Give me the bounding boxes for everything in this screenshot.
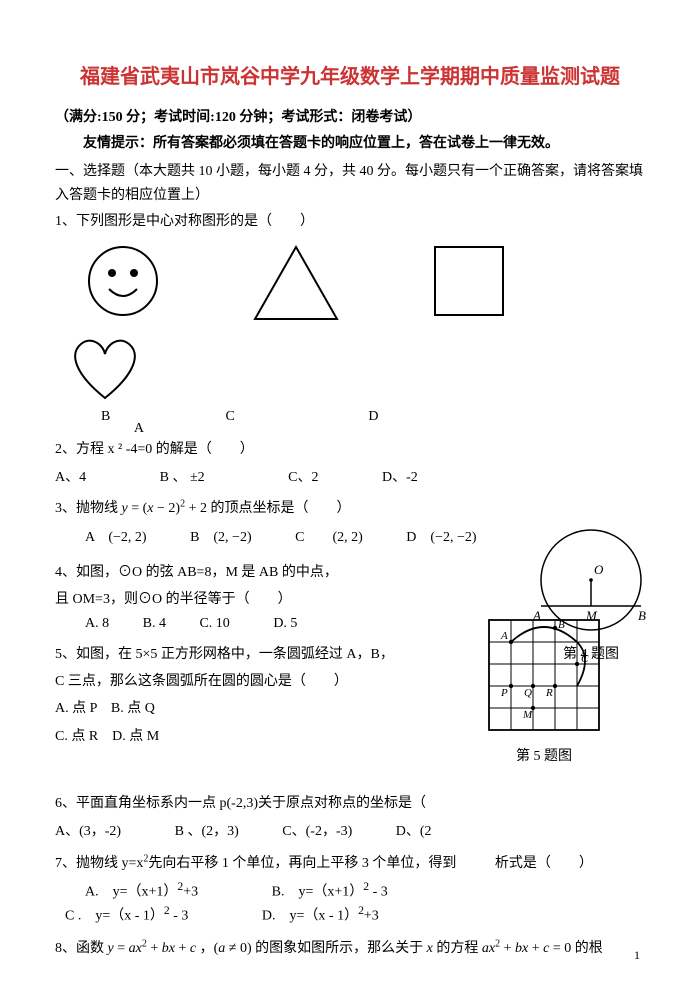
q4-opt-c: C. 10 xyxy=(199,616,229,632)
q3-stem: 3、抛物线 y = (x − 2)2 + 2 的顶点坐标是（ ） xyxy=(55,496,645,522)
q7-opt-d: D. y=（x - 1）2+3 xyxy=(262,904,379,925)
q6-stem: 6、平面直角坐标系内一点 p(-2,3)关于原点对称点的坐标是（ xyxy=(55,791,645,816)
q3-opt-c: C (2, 2) xyxy=(295,526,363,546)
svg-text:A: A xyxy=(500,630,508,642)
q4-line1: 4、如图，⊙O 的弦 AB=8，M 是 AB 的中点， xyxy=(55,560,495,585)
section-1-heading: 一、选择题（本大题共 10 小题，每小题 4 分，共 40 分。每小题只有一个正… xyxy=(55,160,645,208)
q1-shape-square xyxy=(431,243,507,324)
q7-options-row2: C . y=（x - 1）2 - 3 D. y=（x - 1）2+3 xyxy=(55,904,645,925)
label-O: O xyxy=(594,562,604,577)
q7-opt-a: A. y=（x+1）2+3 xyxy=(85,880,198,901)
q1-stem: 1、下列图形是中心对称图形的是（ ） xyxy=(55,209,645,234)
svg-text:R: R xyxy=(545,687,553,699)
heart-icon xyxy=(65,332,145,404)
q2-opt-a: A、4 xyxy=(55,466,86,486)
q4-opt-d: D. 5 xyxy=(273,616,297,632)
triangle-icon xyxy=(251,243,341,323)
q7-text: 7、抛物线 y=x2先向右平移 1 个单位，再向上平移 3 个单位，得到 析式是… xyxy=(55,856,593,871)
q2-stem: 2、方程 x ² -4=0 的解是（ ） xyxy=(55,437,645,462)
q8-text: 8、函数 y = ax2 + bx + c ，(a ≠ 0) 的图象如图所示，那… xyxy=(55,941,603,956)
q7-stem: 7、抛物线 y=x2先向右平移 1 个单位，再向上平移 3 个单位，得到 析式是… xyxy=(55,850,645,876)
q1-shape-smiley xyxy=(85,243,161,324)
q1-shapes-row xyxy=(55,237,645,332)
q3-opt-b: B (2, −2) xyxy=(190,526,252,546)
hint-line: 友情提示：所有答案都必须填在答题卡的响应位置上，答在试卷上一律无效。 xyxy=(55,133,645,155)
page-title: 福建省武夷山市岚谷中学九年级数学上学期期中质量监测试题 xyxy=(55,60,645,89)
svg-text:M: M xyxy=(522,709,533,721)
svg-text:P: P xyxy=(500,687,508,699)
q7-opt-b: B. y=（x+1）2 - 3 xyxy=(272,880,388,901)
q1-opt-a: A xyxy=(134,421,144,437)
q1-options: B A C D xyxy=(55,409,645,425)
q3-text: 3、抛物线 y = (x − 2)2 + 2 的顶点坐标是（ ） xyxy=(55,501,350,516)
svg-text:C: C xyxy=(581,653,589,665)
q1-shape-heart xyxy=(55,332,645,409)
label-B: B xyxy=(638,608,646,623)
q4-opt-b: B. 4 xyxy=(143,616,166,632)
q1-shape-triangle xyxy=(251,243,341,328)
q1-opt-b: B xyxy=(101,409,110,425)
exam-page: 福建省武夷山市岚谷中学九年级数学上学期期中质量监测试题 （满分:150 分；考试… xyxy=(0,0,695,983)
q5-line2: C 三点，那么这条圆弧所在圆的圆心是（ ） xyxy=(55,669,495,694)
svg-text:Q: Q xyxy=(524,687,532,699)
meta-line: （满分:150 分；考试时间:120 分钟；考试形式：闭卷考试） xyxy=(55,107,645,129)
grid-arc-diagram: A B C P Q R M xyxy=(483,614,605,736)
q3-opt-a: A (−2, 2) xyxy=(85,526,147,546)
q6-opt-b: B 、(2，3) xyxy=(175,820,239,840)
q3-opt-d: D (−2, −2) xyxy=(406,526,476,546)
q7-options-row1: A. y=（x+1）2+3 B. y=（x+1）2 - 3 xyxy=(55,880,645,901)
q2-opt-d: D、-2 xyxy=(382,466,418,486)
q2-opt-b: B 、 ±2 xyxy=(160,466,205,486)
q4-opt-a: A. 8 xyxy=(85,616,109,632)
q6-opt-d: D、(2 xyxy=(396,820,432,840)
q2-opt-c: C、2 xyxy=(288,466,318,486)
figure-5-caption: 第 5 题图 xyxy=(483,745,605,765)
q6-options: A、(3，-2) B 、(2，3) C、(-2，-3) D、(2 xyxy=(55,820,645,840)
q7-opt-c: C . y=（x - 1）2 - 3 xyxy=(65,904,188,925)
q6-opt-c: C、(-2，-3) xyxy=(282,820,352,840)
q5-line1: 5、如图，在 5×5 正方形网格中，一条圆弧经过 A，B， xyxy=(55,642,495,667)
svg-text:B: B xyxy=(558,619,565,631)
figure-5: A B C P Q R M 第 5 题图 xyxy=(483,614,605,765)
title-text: 福建省武夷山市岚谷中学九年级数学上学期期中质量监测试题 xyxy=(80,66,620,88)
q2-options: A、4 B 、 ±2 C、2 D、-2 xyxy=(55,466,645,486)
smiley-icon xyxy=(85,243,161,319)
q4-line2: 且 OM=3，则⊙O 的半径等于（ ） xyxy=(55,587,495,612)
q1-opt-d: D xyxy=(368,409,378,425)
q8-stem: 8、函数 y = ax2 + bx + c ，(a ≠ 0) 的图象如图所示，那… xyxy=(55,935,645,961)
square-icon xyxy=(431,243,507,319)
q6-opt-a: A、(3，-2) xyxy=(55,820,121,840)
page-number: 1 xyxy=(634,948,640,963)
q1-opt-c: C xyxy=(225,409,234,425)
